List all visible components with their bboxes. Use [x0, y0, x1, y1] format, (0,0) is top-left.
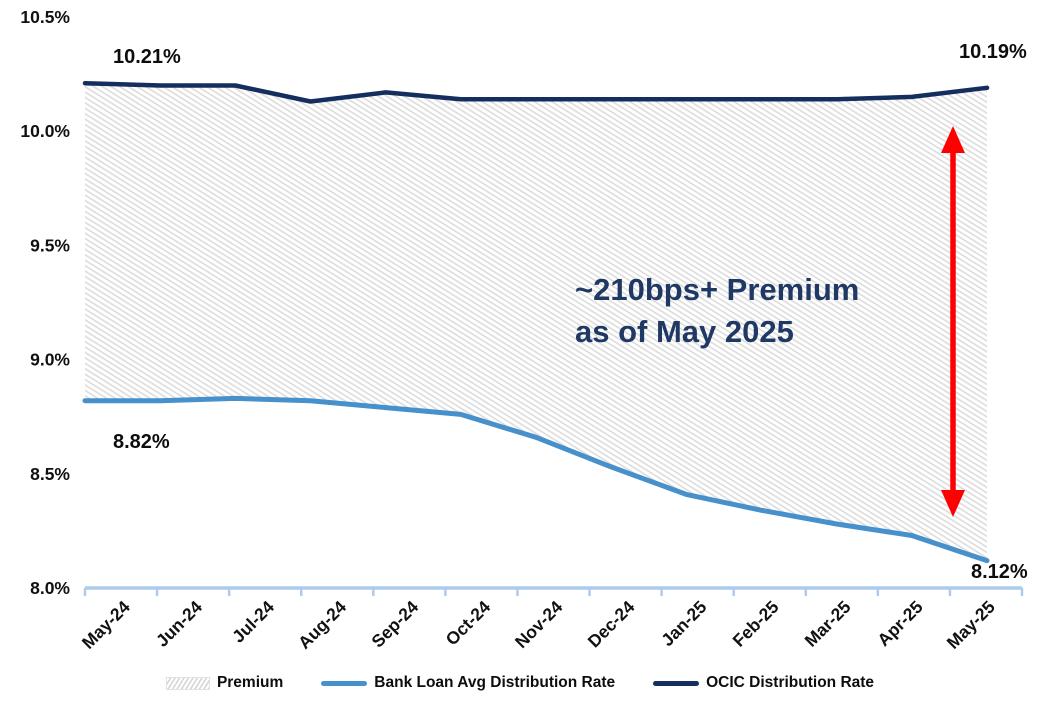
premium-hatch-swatch-icon — [165, 676, 210, 690]
x-axis-label: Aug-24 — [294, 596, 350, 652]
y-axis-label: 8.5% — [30, 464, 70, 484]
legend-item-ocic: OCIC Distribution Rate — [653, 674, 874, 692]
premium-area — [85, 83, 987, 561]
x-axis-label: Jun-24 — [152, 596, 206, 650]
premium-annotation: ~210bps+ Premium as of May 2025 — [575, 269, 859, 353]
y-axis-label: 9.5% — [30, 235, 70, 255]
x-axis-label: Jan-25 — [657, 597, 711, 651]
ocic-distribution-line — [82, 80, 990, 104]
premium-range-arrow-down-head-icon — [941, 490, 965, 517]
x-axis-label: May-24 — [78, 597, 134, 653]
x-axis-label: May-25 — [943, 597, 999, 653]
ocic-start-value-label: 10.21% — [113, 46, 181, 68]
ocic-line-swatch-icon — [653, 680, 700, 686]
legend-label-bank-loan: Bank Loan Avg Distribution Rate — [374, 674, 616, 691]
y-axis-label: 9.0% — [30, 350, 70, 370]
bank-loan-avg-line — [82, 395, 990, 564]
x-axis-label: Dec-24 — [584, 597, 639, 652]
x-axis-label: Mar-25 — [801, 597, 855, 651]
premium-range-arrow-up-head-icon — [941, 126, 965, 153]
y-axis-label: 8.0% — [30, 578, 70, 598]
legend-label-ocic: OCIC Distribution Rate — [706, 674, 875, 691]
y-axis-label: 10.5% — [20, 7, 70, 27]
chart-legend: Premium Bank Loan Avg Distribution Rate … — [0, 674, 1040, 692]
premium-annotation-line1: ~210bps+ Premium — [575, 272, 860, 307]
y-axis-label: 10.0% — [20, 121, 70, 141]
legend-item-premium: Premium — [165, 674, 284, 692]
bank-loan-line-swatch-icon — [321, 680, 368, 686]
premium-annotation-line2: as of May 2025 — [575, 314, 794, 349]
legend-label-premium: Premium — [216, 674, 284, 691]
bank-start-value-label: 8.82% — [113, 431, 170, 453]
x-axis-label: Jul-24 — [228, 596, 278, 646]
x-axis-label: Nov-24 — [511, 597, 567, 653]
x-axis-label: Oct-24 — [442, 596, 495, 649]
x-axis-label: Apr-25 — [873, 597, 927, 651]
ocic-end-value-label: 10.19% — [959, 41, 1027, 63]
legend-item-bank-loan: Bank Loan Avg Distribution Rate — [321, 674, 615, 692]
x-axis-label: Sep-24 — [367, 596, 422, 651]
bank-end-value-label: 8.12% — [971, 561, 1028, 583]
x-axis-label: Feb-25 — [729, 596, 783, 650]
